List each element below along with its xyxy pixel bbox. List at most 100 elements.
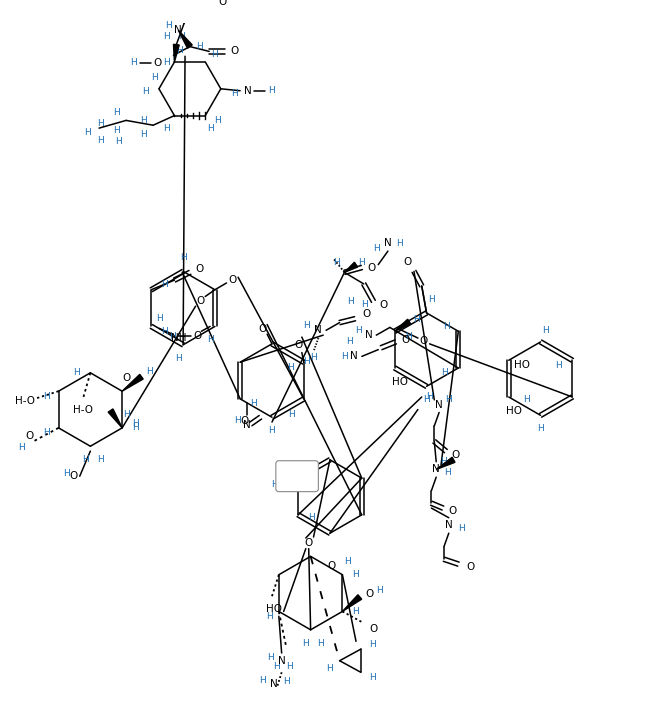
Text: H: H [333,258,340,267]
Text: H: H [443,322,450,331]
Text: H: H [306,471,313,479]
Text: O: O [219,0,227,7]
Text: O: O [196,296,204,306]
Text: H: H [347,297,353,306]
Text: H: H [140,116,147,125]
Text: H: H [376,586,382,595]
Text: H: H [231,89,238,98]
Text: O: O [123,373,131,383]
Text: H: H [214,116,221,125]
Text: H: H [304,357,310,366]
Text: N: N [243,420,251,430]
Text: H: H [396,239,403,248]
Text: O: O [369,624,378,634]
Text: H: H [353,570,359,579]
Text: H: H [283,677,290,687]
Text: N: N [365,330,373,340]
Text: N: N [315,326,322,335]
Text: H: H [302,639,309,648]
Text: O: O [363,309,371,319]
Text: H-O: H-O [73,404,93,414]
Text: N: N [270,679,278,689]
Text: N: N [384,238,392,248]
Text: H: H [359,258,365,267]
Text: O: O [295,340,303,350]
Text: O: O [230,46,238,56]
Text: H: H [267,653,273,662]
Text: H: H [98,119,104,128]
Text: H: H [131,58,137,67]
Text: H-O: H-O [14,396,35,406]
Text: H: H [286,662,293,671]
Text: H: H [166,21,172,30]
Text: H: H [178,32,185,41]
Polygon shape [436,457,455,469]
Text: O: O [153,58,161,68]
Text: O: O [327,560,336,570]
Text: H: H [269,426,275,435]
Text: H: H [355,326,362,335]
Text: N: N [432,464,440,474]
Text: H: H [142,87,148,96]
Text: H: H [124,410,130,419]
Text: O: O [196,264,204,274]
Text: H: H [259,676,265,684]
Text: H: H [288,410,295,419]
Text: O: O [26,430,34,440]
Text: H: H [413,316,419,324]
Text: HO: HO [514,360,530,370]
Text: H: H [74,368,80,378]
Text: H: H [156,314,162,323]
Text: H: H [346,337,353,347]
Text: H: H [373,244,380,253]
Text: HO: HO [506,406,522,415]
Text: H: H [441,457,447,466]
Text: H: H [537,425,544,433]
Text: O: O [451,450,460,460]
Text: O: O [379,300,387,310]
Text: Abs: Abs [287,470,305,480]
Text: C: C [280,480,285,490]
Text: O: O [420,336,428,346]
Text: H: H [341,352,348,361]
Text: H: H [146,367,152,376]
Text: NH: NH [171,333,186,343]
Text: O: O [258,324,267,334]
Text: O: O [449,506,457,516]
Text: H: H [317,639,324,648]
Text: N: N [350,352,358,362]
Text: H: H [18,443,25,452]
Text: HO: HO [392,376,407,386]
Text: H: H [82,456,89,464]
Text: O: O [365,589,374,599]
Text: H: H [271,480,279,490]
Text: H: H [458,524,464,533]
Text: H: H [444,468,451,477]
Text: H: H [212,50,218,58]
Text: O: O [367,263,376,272]
Text: H: H [84,129,91,137]
Text: H: H [207,123,214,133]
Text: N: N [445,521,453,531]
Text: O: O [305,538,313,548]
Text: O: O [403,257,411,266]
Text: H: H [162,280,168,290]
Text: H: H [207,336,214,344]
Text: HO: HO [266,604,282,614]
Text: H: H [369,673,376,682]
Text: H: H [180,253,187,262]
Polygon shape [342,595,361,612]
Text: H: H [132,419,139,427]
Text: O: O [401,335,409,345]
Text: O: O [70,471,78,481]
Polygon shape [395,319,411,331]
Text: H: H [555,360,562,370]
Text: H: H [426,393,433,401]
Text: H: H [428,295,435,304]
Text: H: H [423,396,430,404]
Polygon shape [178,30,193,48]
Text: N: N [435,400,443,409]
Text: H: H [308,513,315,522]
Text: N: N [278,656,286,666]
Text: H: H [353,607,359,616]
